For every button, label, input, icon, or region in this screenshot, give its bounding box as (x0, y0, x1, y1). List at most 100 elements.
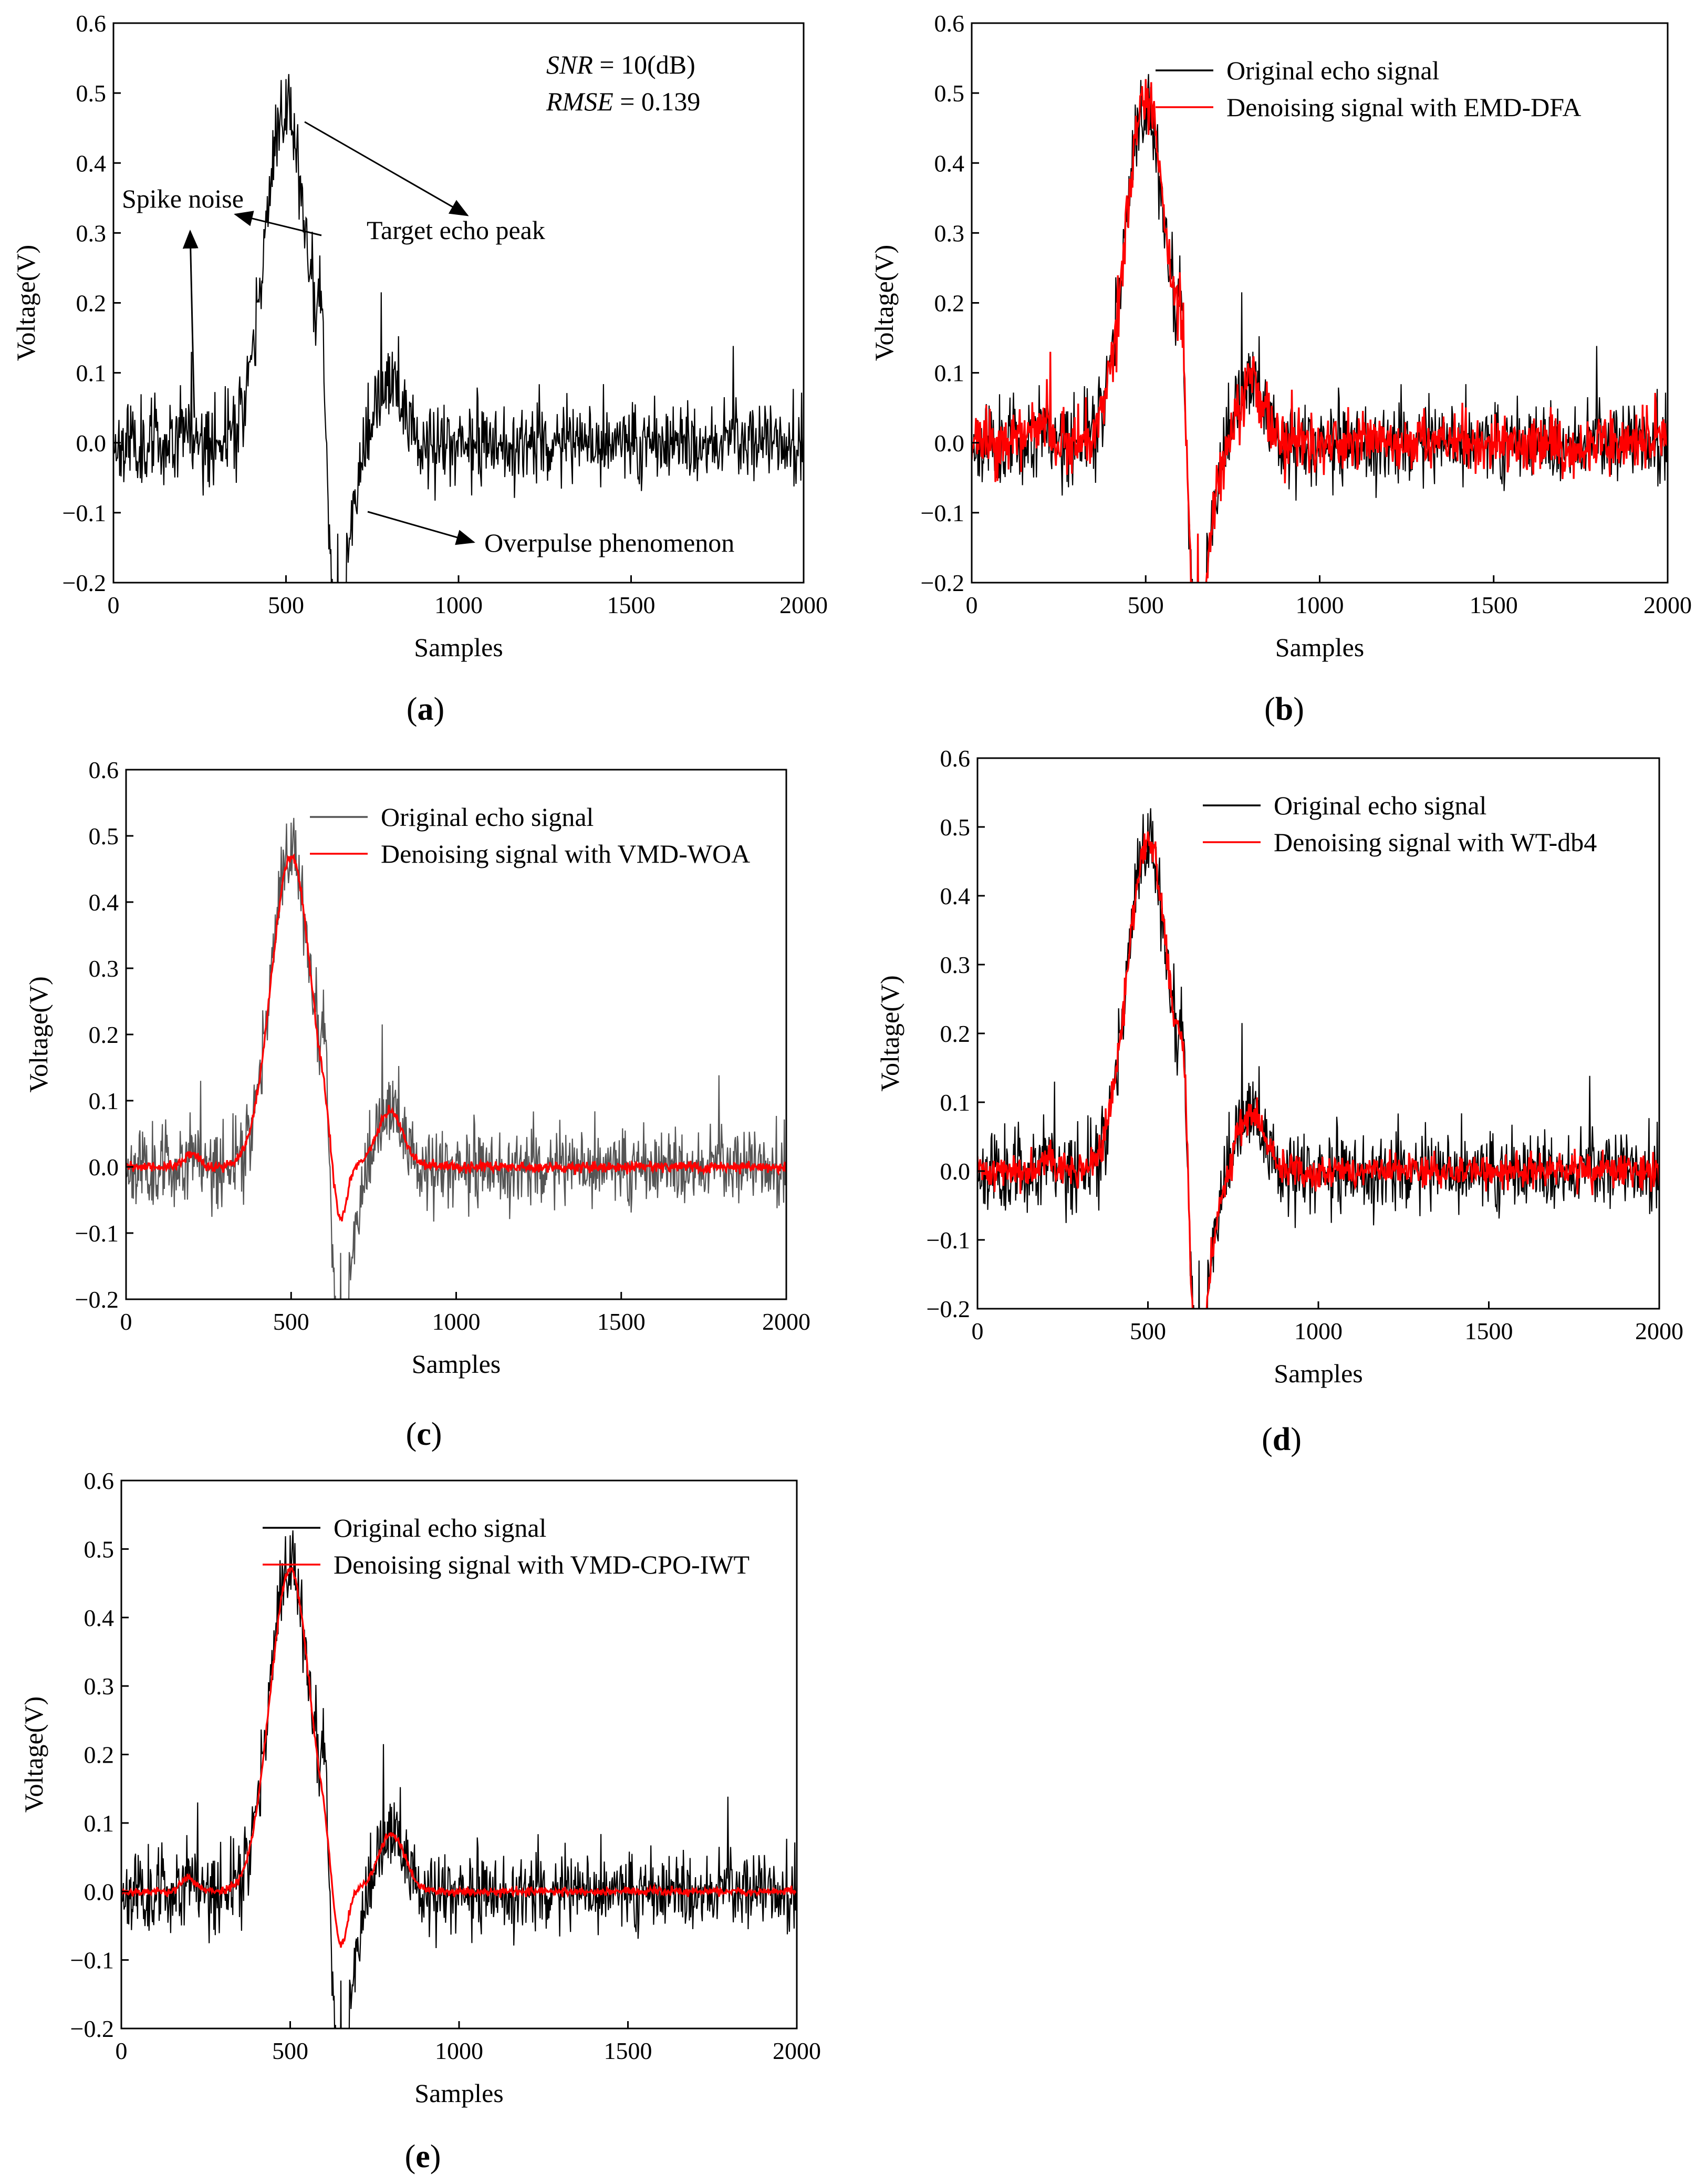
x-tick-label: 0 (116, 2037, 128, 2064)
y-tick-label: 0.3 (89, 955, 119, 982)
x-tick-label: 500 (268, 592, 304, 618)
y-tick-label: −0.1 (927, 1227, 970, 1254)
overpulse-arrow (367, 511, 475, 545)
y-tick-label: 0.4 (89, 889, 119, 916)
x-tick-label: 0 (120, 1308, 132, 1335)
legend-entry: Original echo signal (1226, 56, 1439, 85)
y-tick-label: −0.1 (921, 500, 964, 526)
y-axis-label: Voltage(V) (24, 976, 53, 1092)
x-tick-label: 2000 (762, 1308, 810, 1335)
x-tick-label: 2000 (1635, 1318, 1683, 1344)
x-tick-label: 2000 (773, 2037, 821, 2064)
panel-e: 0 500 1000 1500 2000 −0.2 −0.1 0.0 0.1 0.2 0.3 0.4 0… (19, 1467, 821, 2175)
y-axis-label: Voltage(V) (11, 245, 40, 361)
y-tick-label: 0.2 (84, 1742, 115, 1768)
snr-annotation: SNR = 10(dB) (546, 50, 695, 79)
y-tick-label: 0.2 (940, 1020, 971, 1047)
x-axis-label: Samples (414, 2078, 503, 2108)
y-tick-label: 0.5 (76, 80, 107, 107)
panel-c: 0 500 1000 1500 2000 −0.2 −0.1 0.0 0.1 0.2 0.3 0.4 0… (24, 757, 810, 1452)
y-tick-label: 0.1 (934, 360, 965, 387)
series-line-original (113, 74, 804, 583)
y-tick-label: 0.1 (84, 1810, 115, 1837)
overpulse-label: Overpulse phenomenon (484, 528, 734, 557)
series-line-original (121, 1530, 797, 2028)
y-tick-label: −0.2 (70, 2015, 114, 2042)
panel-label: (d) (1262, 1422, 1302, 1457)
panel-b: 0 500 1000 1500 2000 −0.2 −0.1 0.0 0.1 0.2 0.3 0.4 0… (869, 10, 1692, 727)
y-tick-label: 0.5 (89, 823, 119, 850)
y-tick-label: 0.6 (940, 745, 971, 772)
legend-entry: Original echo signal (1274, 791, 1486, 820)
x-tick-label: 1500 (597, 1308, 646, 1335)
y-tick-label: 0.3 (934, 220, 965, 246)
spike-noise-label: Spike noise (122, 184, 244, 213)
series-line-denoised (126, 853, 786, 1222)
x-tick-label: 1500 (607, 592, 656, 618)
panel-label: (b) (1264, 691, 1304, 727)
series-line-denoised (977, 831, 1659, 1309)
x-axis-label: Samples (412, 1349, 501, 1379)
x-tick-label: 2000 (779, 592, 828, 618)
y-tick-label: 0.4 (76, 150, 107, 177)
legend: Original echo signal Denoising signal wit… (1156, 56, 1581, 122)
x-tick-label: 500 (1130, 1318, 1166, 1344)
legend-entry: Denoising signal with WT-db4 (1274, 827, 1597, 857)
panel-label: (a) (407, 691, 444, 727)
series-line-original (977, 808, 1659, 1309)
y-tick-label: 0.0 (934, 430, 965, 457)
x-tick-label: 1000 (432, 1308, 481, 1335)
panel-label: (e) (405, 2139, 441, 2175)
y-tick-label: −0.2 (927, 1296, 970, 1322)
y-tick-label: 0.0 (940, 1158, 971, 1185)
y-axis-label: Voltage(V) (875, 975, 904, 1091)
spike-arrow-diagonal (234, 211, 322, 236)
x-axis-label: Samples (1275, 633, 1364, 662)
y-tick-label: 0.4 (84, 1605, 115, 1631)
x-tick-label: 0 (966, 592, 978, 618)
y-tick-label: −0.2 (63, 570, 106, 596)
legend: Original echo signal Denoising signal wit… (263, 1513, 750, 1579)
y-tick-label: 0.2 (76, 290, 107, 317)
y-tick-label: 0.6 (76, 10, 107, 37)
y-tick-label: 0.1 (940, 1089, 971, 1116)
y-axis-label: Voltage(V) (869, 245, 899, 361)
y-tick-label: 0.5 (934, 80, 965, 107)
y-tick-label: −0.2 (921, 570, 964, 596)
panel-a: 0 500 1000 1500 2000 −0.2 −0.1 0.0 0.1 0.2 0.3 0.4 0… (11, 10, 828, 727)
x-tick-label: 1500 (604, 2037, 652, 2064)
x-tick-label: 1500 (1465, 1318, 1513, 1344)
x-tick-label: 500 (1128, 592, 1164, 618)
y-tick-label: 0.4 (934, 150, 965, 177)
y-tick-label: 0.0 (76, 430, 107, 457)
y-axis-label: Voltage(V) (19, 1696, 48, 1813)
y-tick-label: 0.2 (89, 1021, 119, 1048)
rmse-annotation: RMSE = 0.139 (546, 87, 700, 116)
y-tick-label: −0.1 (63, 500, 106, 526)
y-tick-label: 0.0 (84, 1878, 115, 1905)
x-tick-label: 500 (272, 2037, 308, 2064)
target-peak-arrow (304, 121, 469, 216)
panel-d: 0 500 1000 1500 2000 −0.2 −0.1 0.0 0.1 0.2 0.3 0.4 0… (875, 745, 1683, 1457)
x-tick-label: 1000 (434, 592, 483, 618)
series-line-denoised (121, 1567, 797, 1948)
y-tick-label: 0.1 (76, 360, 107, 387)
x-tick-label: 0 (108, 592, 120, 618)
x-axis-label: Samples (1274, 1359, 1362, 1388)
y-tick-label: 0.5 (84, 1536, 115, 1562)
x-tick-label: 1000 (435, 2037, 483, 2064)
y-tick-label: 0.2 (934, 290, 965, 317)
y-tick-label: 0.6 (84, 1467, 115, 1494)
x-tick-label: 2000 (1643, 592, 1692, 618)
legend-entry: Denoising signal with VMD-CPO-IWT (334, 1550, 750, 1579)
y-tick-label: 0.6 (934, 10, 965, 37)
y-tick-label: 0.0 (89, 1154, 119, 1181)
spike-arrow-vertical (182, 230, 199, 418)
target-echo-peak-label: Target echo peak (367, 215, 545, 245)
x-tick-label: 1000 (1296, 592, 1344, 618)
panel-label: (c) (406, 1416, 442, 1452)
series-line-original (126, 817, 786, 1299)
legend: Original echo signal Denoising signal wit… (1203, 791, 1597, 857)
x-tick-label: 1000 (1294, 1318, 1343, 1344)
